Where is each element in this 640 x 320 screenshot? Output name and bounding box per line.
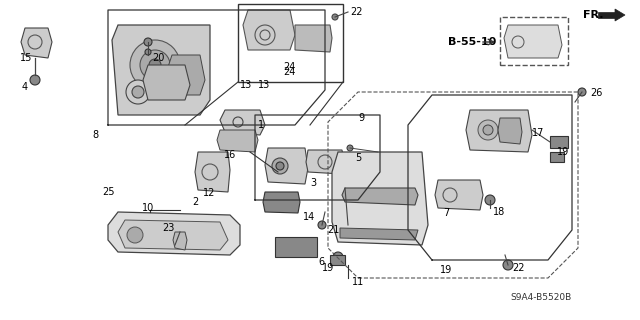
Polygon shape	[332, 152, 428, 245]
Bar	[330, 255, 345, 265]
Circle shape	[30, 75, 40, 85]
Polygon shape	[118, 220, 228, 250]
Polygon shape	[108, 212, 240, 255]
Circle shape	[333, 252, 343, 262]
Circle shape	[347, 145, 353, 151]
Circle shape	[126, 80, 150, 104]
Polygon shape	[598, 12, 615, 18]
Circle shape	[483, 125, 493, 135]
Polygon shape	[265, 148, 308, 184]
Polygon shape	[340, 228, 418, 240]
Text: 12: 12	[203, 188, 216, 198]
Bar	[550, 152, 564, 162]
Text: 19: 19	[557, 147, 569, 157]
Bar	[238, 4, 343, 82]
Bar	[550, 136, 568, 148]
Text: 22: 22	[512, 263, 525, 273]
Circle shape	[332, 14, 338, 20]
Polygon shape	[21, 28, 52, 58]
Polygon shape	[167, 55, 205, 95]
Polygon shape	[295, 25, 332, 52]
Text: 2: 2	[192, 197, 198, 207]
Text: 19: 19	[440, 265, 452, 275]
Polygon shape	[306, 150, 344, 174]
Text: 9: 9	[358, 113, 364, 123]
Text: 15: 15	[20, 53, 33, 63]
Text: 25: 25	[102, 187, 115, 197]
Text: 24: 24	[283, 67, 296, 77]
Text: 14: 14	[303, 212, 316, 222]
Polygon shape	[435, 180, 483, 210]
Circle shape	[578, 88, 586, 96]
Text: 11: 11	[352, 277, 364, 287]
Polygon shape	[243, 10, 295, 50]
Polygon shape	[143, 65, 190, 100]
Circle shape	[145, 49, 151, 55]
Circle shape	[144, 38, 152, 46]
Text: 23: 23	[162, 223, 174, 233]
Bar	[500, 17, 568, 65]
Polygon shape	[498, 118, 522, 144]
Text: 20: 20	[152, 53, 164, 63]
Polygon shape	[220, 110, 265, 135]
Circle shape	[132, 86, 144, 98]
Text: B-55-10: B-55-10	[448, 37, 496, 47]
Polygon shape	[342, 188, 418, 205]
Circle shape	[140, 50, 170, 80]
Polygon shape	[466, 110, 532, 152]
Circle shape	[485, 195, 495, 205]
Text: 6: 6	[318, 257, 324, 267]
Polygon shape	[173, 232, 187, 250]
Text: 8: 8	[92, 130, 98, 140]
Circle shape	[272, 158, 288, 174]
Circle shape	[127, 227, 143, 243]
Text: 24: 24	[283, 62, 296, 72]
Text: 5: 5	[355, 153, 361, 163]
Circle shape	[149, 59, 161, 71]
Text: 13: 13	[258, 80, 270, 90]
Text: 3: 3	[310, 178, 316, 188]
Polygon shape	[263, 192, 300, 213]
Polygon shape	[112, 25, 210, 115]
Circle shape	[478, 120, 498, 140]
Text: 21: 21	[327, 225, 339, 235]
Text: 16: 16	[224, 150, 236, 160]
Text: 13: 13	[240, 80, 252, 90]
Text: 18: 18	[493, 207, 505, 217]
Text: 4: 4	[22, 82, 28, 92]
Text: 26: 26	[590, 88, 602, 98]
Text: 17: 17	[532, 128, 545, 138]
Circle shape	[276, 162, 284, 170]
Circle shape	[318, 221, 326, 229]
Text: S9A4-B5520B: S9A4-B5520B	[510, 293, 572, 302]
Bar	[275, 237, 317, 257]
Polygon shape	[217, 130, 258, 152]
Polygon shape	[504, 25, 562, 58]
Polygon shape	[195, 152, 230, 192]
Circle shape	[130, 40, 180, 90]
Polygon shape	[615, 9, 625, 21]
Text: FR.: FR.	[583, 10, 604, 20]
Text: 1: 1	[258, 120, 264, 130]
Text: 10: 10	[142, 203, 154, 213]
Circle shape	[503, 260, 513, 270]
Text: 22: 22	[350, 7, 362, 17]
Text: 7: 7	[443, 208, 449, 218]
Text: 19: 19	[322, 263, 334, 273]
